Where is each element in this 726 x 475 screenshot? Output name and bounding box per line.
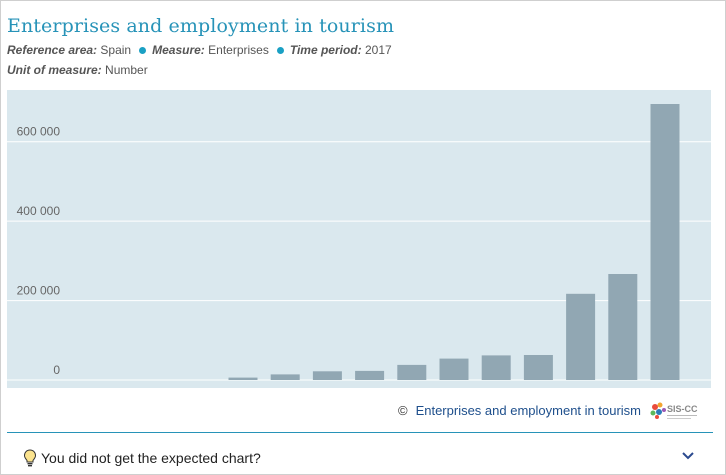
- separator-dot-icon: [276, 46, 284, 54]
- bar[interactable]: [355, 370, 385, 380]
- y-tick-label: 0: [53, 363, 60, 377]
- source-line: © Enterprises and employment in tourism: [398, 403, 641, 418]
- plot-area: 0 200 000 400 000 600 000: [7, 90, 711, 388]
- bar[interactable]: [481, 355, 511, 380]
- bar[interactable]: [228, 377, 258, 380]
- y-tick-label: 200 000: [17, 284, 61, 298]
- lightbulb-icon: [23, 449, 37, 467]
- bar[interactable]: [566, 293, 596, 380]
- svg-text:SIS-CC: SIS-CC: [667, 404, 698, 414]
- reference-area-value: Spain: [100, 43, 132, 57]
- sis-cc-logo-icon: SIS-CC: [650, 402, 698, 419]
- source-link[interactable]: Enterprises and employment in tourism: [415, 403, 641, 418]
- bar[interactable]: [397, 364, 427, 380]
- time-period-label: Time period:: [289, 43, 362, 57]
- feedback-text: You did not get the expected chart?: [41, 450, 261, 466]
- bar[interactable]: [650, 104, 680, 380]
- measure-label: Measure:: [152, 43, 205, 57]
- y-tick-label: 400 000: [17, 204, 61, 218]
- unit-label: Unit of measure:: [7, 63, 102, 77]
- bar[interactable]: [312, 371, 342, 380]
- bar-chart: 0 200 000 400 000 600 000: [7, 104, 711, 381]
- time-period-value: 2017: [364, 43, 392, 57]
- chevron-down-icon[interactable]: [681, 451, 695, 461]
- chart-title: Enterprises and employment in tourism: [7, 15, 395, 37]
- unit-value: Number: [105, 63, 148, 77]
- chart-subtitle: Reference area: Spain Measure: Enterprise…: [7, 43, 392, 57]
- bar[interactable]: [608, 274, 638, 380]
- unit-of-measure: Unit of measure: Number: [7, 63, 148, 77]
- reference-area-label: Reference area:: [7, 43, 98, 57]
- footer-divider: [7, 432, 713, 433]
- bar[interactable]: [523, 355, 553, 380]
- bar[interactable]: [270, 374, 300, 380]
- bar[interactable]: [439, 358, 469, 380]
- y-tick-label: 600 000: [17, 125, 61, 139]
- separator-dot-icon: [139, 46, 147, 54]
- copyright-symbol: ©: [397, 403, 408, 418]
- measure-value: Enterprises: [208, 43, 269, 57]
- feedback-toggle[interactable]: You did not get the expected chart?: [7, 433, 713, 474]
